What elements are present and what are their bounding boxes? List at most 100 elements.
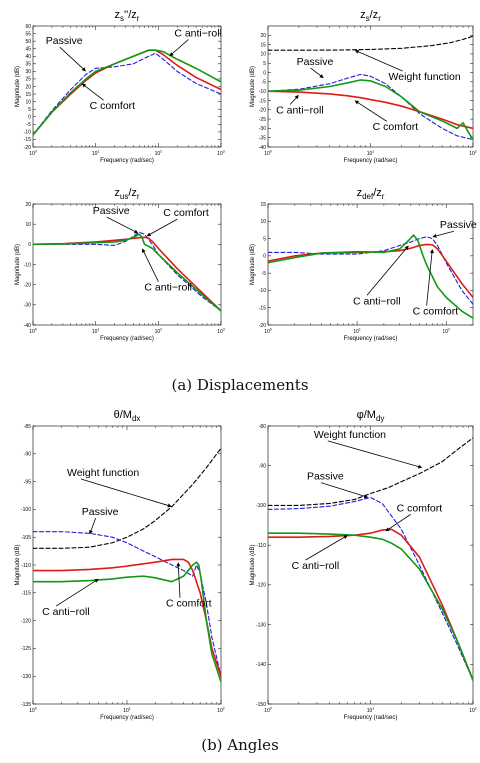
x-tick-label: 101 [92, 328, 100, 336]
annotation-arrow-line [89, 517, 97, 534]
annotation-arrow-line [355, 50, 403, 72]
annotation-arrowhead [81, 67, 86, 72]
series-line-passive [268, 73, 473, 141]
y-tick-label: -130 [21, 674, 31, 680]
series-line-c-comfort [268, 528, 473, 681]
series-line-c-anti-roll [33, 561, 221, 683]
chart-title: θ/Mdx [114, 409, 141, 423]
x-axis-label: Frequency (rad/sec) [100, 715, 154, 721]
annotation-arrowhead [176, 562, 181, 567]
y-tick-label: -110 [256, 543, 266, 549]
annotation-arrowhead [146, 232, 152, 237]
series-line-weight-function [268, 437, 473, 506]
y-tick-label: 45 [25, 46, 31, 52]
y-tick-label: 30 [25, 69, 31, 75]
y-axis-label: Magnitude (dB) [250, 244, 256, 285]
y-tick-label: 0 [28, 242, 31, 248]
series-line-passive [33, 531, 221, 677]
annotation-arrow-line [106, 216, 138, 233]
y-tick-label: -20 [259, 108, 266, 114]
annotation-arrowhead [167, 503, 172, 508]
chart-zdef: -20 -15 -10 -5 0 5 10 15 100 101 102 Frequency (rad… [250, 187, 477, 342]
y-tick-label: -5 [27, 122, 32, 128]
x-tick-label: 101 [123, 707, 131, 715]
annotation-arrowhead [432, 233, 437, 238]
x-tick-label: 103 [217, 150, 225, 158]
y-tick-label: -15 [259, 98, 266, 104]
series-line-passive [33, 52, 221, 136]
y-tick-label: -10 [24, 262, 31, 268]
y-tick-label: 20 [25, 202, 31, 208]
x-axis-label: Frequency (rad/sec) [344, 336, 398, 342]
annotation-arrow-line [320, 482, 367, 498]
annotation-passive: Passive [93, 205, 130, 217]
x-tick-label: 102 [155, 328, 163, 336]
x-tick-label: 102 [442, 328, 450, 336]
plot-frame [267, 203, 474, 326]
annotation-arrow-line [59, 46, 86, 71]
x-tick-label: 101 [367, 150, 375, 158]
annotation-c-anti-roll: C anti−roll [42, 606, 90, 618]
y-tick-label: -5 [262, 271, 267, 277]
x-axis-label: Frequency (rad/sec) [100, 158, 154, 164]
annotation-arrow-line [355, 100, 387, 122]
y-tick-label: -20 [24, 282, 31, 288]
series-line-c-comfort [33, 236, 221, 312]
y-tick-label: -35 [259, 135, 266, 141]
annotation-arrowhead [354, 49, 360, 54]
y-tick-label: -100 [21, 507, 31, 513]
annotation-passive: Passive [46, 35, 83, 47]
y-tick-label: 55 [25, 31, 31, 37]
y-tick-label: -10 [24, 130, 31, 136]
annotation-arrow-line [82, 84, 104, 101]
y-tick-label: 10 [25, 222, 31, 228]
y-tick-label: -125 [21, 646, 31, 652]
y-tick-label: 15 [25, 92, 31, 98]
x-axis-label: Frequency (rad/sec) [100, 336, 154, 342]
annotation-arrow-line [386, 514, 411, 531]
series-line-passive [268, 496, 473, 681]
y-tick-label: 15 [260, 42, 266, 48]
series-line-c-anti-roll [33, 49, 221, 136]
x-tick-label: 100 [264, 707, 272, 715]
series-line-c-comfort [268, 90, 473, 130]
y-tick-label: -90 [24, 452, 31, 458]
annotation-c-comfort: C comfort [373, 121, 419, 133]
annotation-c-comfort: C comfort [413, 306, 459, 318]
caption-angles: (b) Angles [201, 736, 279, 754]
annotation-arrowhead [343, 535, 348, 539]
x-tick-label: 101 [367, 707, 375, 715]
y-tick-label: -80 [259, 424, 266, 430]
x-tick-label: 103 [217, 328, 225, 336]
x-axis-label: Frequency (rad/sec) [344, 158, 398, 164]
x-tick-label: 100 [29, 150, 37, 158]
x-axis-label: Frequency (rad/sec) [344, 715, 398, 721]
annotation-c-anti-roll: C anti−roll [353, 295, 401, 307]
y-tick-label: -115 [21, 591, 31, 597]
y-tick-label: -40 [259, 145, 266, 151]
annotation-c-comfort: C comfort [90, 100, 136, 112]
y-tick-label: -95 [24, 479, 31, 485]
y-tick-label: 35 [25, 62, 31, 68]
annotation-c-comfort: C comfort [397, 502, 443, 514]
y-tick-label: -120 [256, 583, 266, 589]
series-line-weight-function [33, 447, 221, 549]
series-group [268, 234, 473, 319]
chart-phi: -150 -140 -130 -120 -110 -100 -90 -80 100 101 102 F… [250, 409, 477, 721]
annotation-arrow-line [55, 579, 98, 607]
series-line-weight-function [268, 35, 473, 51]
y-tick-label: -40 [24, 323, 31, 329]
series-line-passive [268, 236, 473, 305]
annotation-arrow-line [366, 246, 409, 296]
y-tick-label: -110 [21, 563, 31, 569]
x-tick-label: 100 [29, 707, 37, 715]
series-line-c-anti-roll [268, 234, 473, 319]
series-line-c-comfort [33, 49, 221, 136]
annotation-c-anti-roll: C anti−roll [276, 104, 324, 116]
chart-zs: -40 -35 -30 -25 -20 -15 -10 -5 0 5 10 15 20 100 101 102… [250, 9, 477, 164]
series-line-c-anti-roll [268, 79, 473, 141]
annotation-arrowhead [385, 527, 390, 532]
y-tick-label: -20 [259, 323, 266, 329]
y-tick-label: -5 [262, 80, 267, 86]
x-tick-label: 102 [469, 150, 477, 158]
